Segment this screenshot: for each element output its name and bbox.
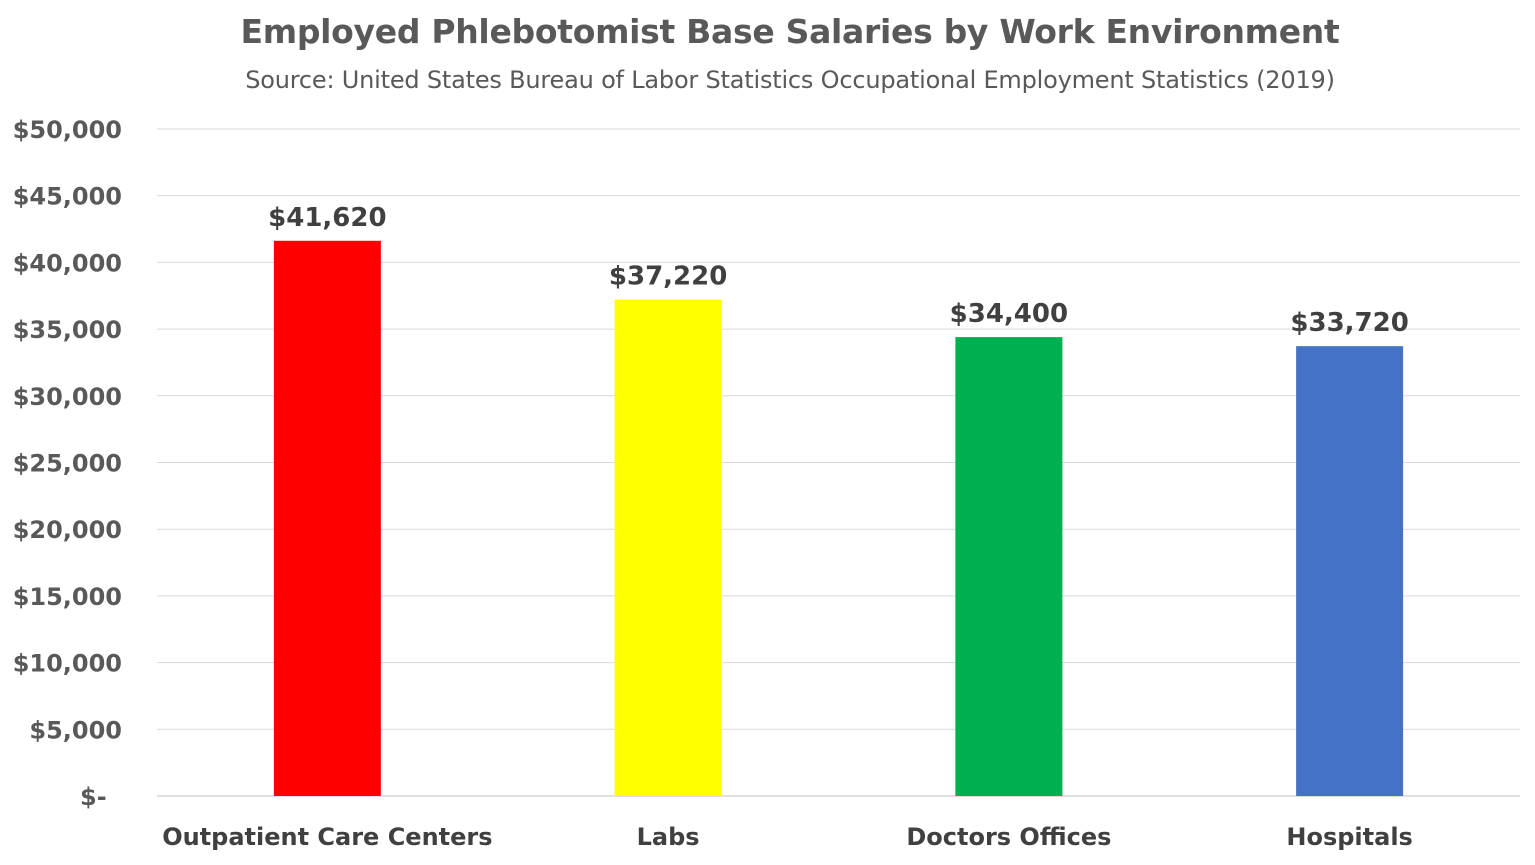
bar <box>1296 346 1404 796</box>
data-label: $34,400 <box>950 299 1068 329</box>
data-label: $41,620 <box>268 203 386 233</box>
category-label: Doctors Offices <box>906 823 1111 851</box>
y-tick-label: $25,000 <box>13 450 122 478</box>
data-labels: $41,620 $37,220 $34,400 $33,720 <box>268 203 1409 338</box>
category-label: Outpatient Care Centers <box>162 823 492 851</box>
y-tick-label: $30,000 <box>13 383 122 411</box>
y-tick-label: $35,000 <box>13 316 122 344</box>
y-tick-label: $10,000 <box>13 650 122 678</box>
bar <box>614 299 722 796</box>
bars <box>273 240 1404 797</box>
data-label: $37,220 <box>609 261 727 291</box>
category-label: Hospitals <box>1286 823 1412 851</box>
gridlines <box>157 128 1520 797</box>
y-tick-label: $5,000 <box>29 716 122 744</box>
y-tick-label: $20,000 <box>13 516 122 544</box>
y-tick-label: $45,000 <box>13 183 122 211</box>
y-tick-label: $40,000 <box>13 249 122 277</box>
y-tick-label: $- <box>80 783 107 811</box>
bar <box>955 337 1063 796</box>
y-tick-label: $50,000 <box>13 116 122 144</box>
chart-title: Employed Phlebotomist Base Salaries by W… <box>240 12 1340 51</box>
y-axis-tick-labels: $- $5,000 $10,000 $15,000 $20,000 $25,000 $30,… <box>13 116 122 811</box>
bar <box>273 240 381 797</box>
data-label: $33,720 <box>1290 308 1408 338</box>
category-label: Labs <box>637 823 700 851</box>
x-axis-category-labels: Outpatient Care Centers Labs Doctors Offic… <box>162 823 1413 851</box>
y-tick-label: $15,000 <box>13 583 122 611</box>
chart-subtitle: Source: United States Bureau of Labor St… <box>245 66 1335 94</box>
